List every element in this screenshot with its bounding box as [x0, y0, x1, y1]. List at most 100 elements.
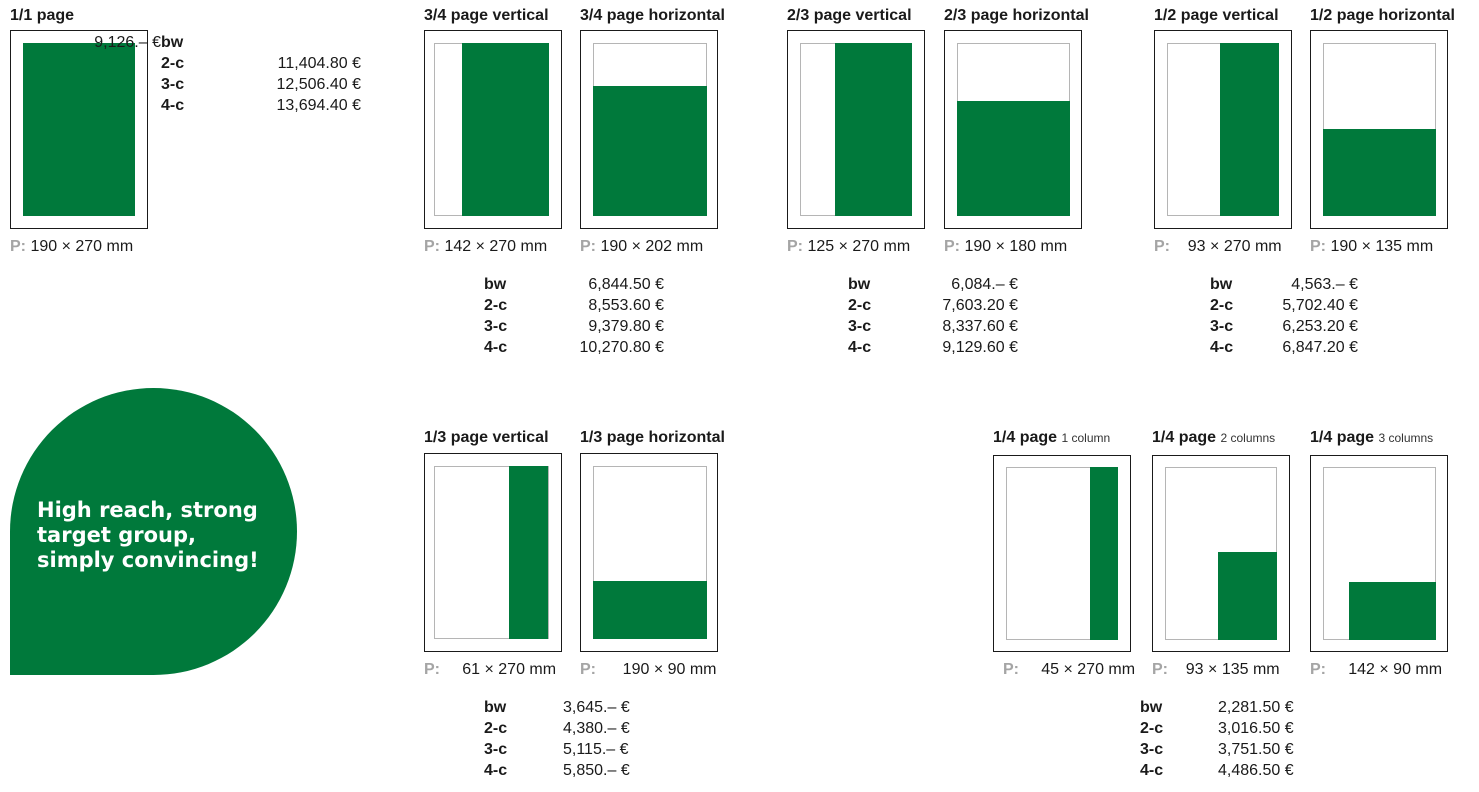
dim-value: 93 × 270 mm — [1187, 238, 1282, 255]
price-label: 4-c — [484, 339, 508, 356]
format-dimensions-half-vertical: P: 93 × 270 mm — [1154, 237, 1282, 257]
price-value: 11,404.80 € — [277, 55, 361, 72]
dim-prefix: P: — [424, 661, 440, 678]
format-title-three-quarter-horizontal: 3/4 page horizontal — [580, 7, 725, 24]
format-thumbnail-third-vertical — [424, 453, 562, 652]
page-trim-outline — [434, 466, 549, 639]
ad-area-fill — [1349, 582, 1436, 640]
format-thumbnail-quarter-3col — [1310, 455, 1448, 652]
ad-area-fill — [957, 101, 1070, 216]
ad-area-fill — [593, 581, 707, 639]
price-label: 2-c — [484, 720, 508, 737]
format-thumbnail-quarter-1col — [993, 455, 1131, 652]
price-value: 8,553.60 € — [588, 297, 664, 314]
price-label: 2-c — [848, 297, 872, 314]
dim-prefix: P: — [580, 238, 596, 255]
dim-value: 190 × 202 mm — [600, 238, 704, 255]
format-dimensions-three-quarter-horizontal: P: 190 × 202 mm — [580, 237, 703, 257]
format-thumbnail-three-quarter-horizontal — [580, 30, 718, 229]
price-value: 2,281.50 € — [1218, 699, 1294, 716]
price-label: 4-c — [1140, 762, 1164, 779]
ad-area-fill — [23, 43, 135, 216]
price-label: bw — [848, 276, 871, 293]
price-value: 12,506.40 € — [276, 76, 361, 93]
price-value: 3,751.50 € — [1218, 741, 1294, 758]
price-value: 13,694.40 € — [276, 97, 361, 114]
format-thumbnail-half-vertical — [1154, 30, 1292, 229]
dim-value: 125 × 270 mm — [807, 238, 911, 255]
price-value: 6,253.20 € — [1282, 318, 1358, 335]
dim-prefix: P: — [1154, 238, 1170, 255]
price-label: 2-c — [1210, 297, 1234, 314]
price-value: 9,126.– € — [94, 34, 161, 51]
dim-value: 45 × 270 mm — [1041, 661, 1136, 678]
format-title-full: 1/1 page — [10, 7, 75, 24]
format-thumbnail-full — [10, 30, 148, 229]
price-table-full: bw 9,126.– € 2-c 11,404.80 € 3-c 12,506.40 … — [94, 33, 361, 123]
price-value: 9,379.80 € — [588, 318, 664, 335]
format-thumbnail-half-horizontal — [1310, 30, 1448, 229]
format-title-half-horizontal: 1/2 page horizontal — [1310, 7, 1455, 24]
ad-area-fill — [1218, 552, 1277, 640]
dim-prefix: P: — [1003, 661, 1019, 678]
ad-area-fill — [835, 43, 912, 216]
price-label: bw — [484, 699, 507, 716]
promo-badge-text: High reach, strong target group, simply … — [37, 498, 259, 573]
format-title-sub: 1 column — [1061, 431, 1111, 445]
price-value: 4,380.– € — [563, 720, 630, 737]
price-table-three-quarter: bw 6,844.50 € 2-c 8,553.60 € 3-c 9,379.80 €… — [484, 275, 664, 365]
format-dimensions-quarter-1col: P: 45 × 270 mm — [1003, 660, 1135, 680]
price-label: 4-c — [1210, 339, 1234, 356]
dim-prefix: P: — [1152, 661, 1168, 678]
dim-prefix: P: — [424, 238, 440, 255]
price-label: 2-c — [1140, 720, 1164, 737]
format-title-half-vertical: 1/2 page vertical — [1154, 7, 1279, 24]
price-label: 2-c — [161, 55, 185, 72]
format-title-text: 1/4 page — [1152, 429, 1217, 446]
price-value: 8,337.60 € — [942, 318, 1018, 335]
dim-value: 190 × 270 mm — [30, 238, 134, 255]
price-value: 5,115.– € — [563, 741, 629, 758]
price-label: 3-c — [1140, 741, 1164, 758]
format-title-sub: 3 columns — [1378, 431, 1434, 445]
format-thumbnail-quarter-2col — [1152, 455, 1290, 652]
format-dimensions-half-horizontal: P: 190 × 135 mm — [1310, 237, 1433, 257]
price-value: 4,563.– € — [1291, 276, 1358, 293]
price-table-third: bw 3,645.– € 2-c 4,380.– € 3-c 5,115.– € 4-… — [484, 698, 630, 788]
format-dimensions-third-vertical: P: 61 × 270 mm — [424, 660, 556, 680]
ad-area-fill — [593, 86, 707, 216]
dim-prefix: P: — [787, 238, 803, 255]
format-title-two-third-vertical: 2/3 page vertical — [787, 7, 912, 24]
price-table-half: bw 4,563.– € 2-c 5,702.40 € 3-c 6,253.20 € … — [1210, 275, 1358, 365]
format-dimensions-three-quarter-vertical: P: 142 × 270 mm — [424, 237, 547, 257]
format-thumbnail-three-quarter-vertical — [424, 30, 562, 229]
price-value: 10,270.80 € — [579, 339, 664, 356]
price-value: 4,486.50 € — [1218, 762, 1294, 779]
format-dimensions-full: P: 190 × 270 mm — [10, 237, 133, 257]
price-value: 6,847.20 € — [1282, 339, 1358, 356]
price-label: 4-c — [848, 339, 872, 356]
price-label: 3-c — [848, 318, 872, 335]
price-label: 4-c — [161, 97, 185, 114]
dim-prefix: P: — [580, 661, 596, 678]
ad-area-fill — [1323, 129, 1436, 216]
price-label: 3-c — [484, 318, 508, 335]
price-table-quarter: bw 2,281.50 € 2-c 3,016.50 € 3-c 3,751.50 €… — [1140, 698, 1294, 788]
format-dimensions-two-third-horizontal: P: 190 × 180 mm — [944, 237, 1067, 257]
dim-prefix: P: — [944, 238, 960, 255]
price-label: 4-c — [484, 762, 508, 779]
price-label: bw — [484, 276, 507, 293]
price-label: bw — [1210, 276, 1233, 293]
price-value: 3,645.– € — [563, 699, 630, 716]
price-value: 3,016.50 € — [1218, 720, 1294, 737]
price-label: bw — [1140, 699, 1163, 716]
promo-line: High reach, strong — [37, 498, 258, 522]
price-value: 9,129.60 € — [942, 339, 1018, 356]
dim-value: 190 × 90 mm — [622, 661, 717, 678]
price-value: 7,603.20 € — [942, 297, 1018, 314]
price-table-two-third: bw 6,084.– € 2-c 7,603.20 € 3-c 8,337.60 € … — [848, 275, 1018, 365]
format-dimensions-quarter-3col: P: 142 × 90 mm — [1310, 660, 1442, 680]
ad-area-fill — [509, 466, 548, 639]
promo-line: target group, — [37, 523, 196, 547]
format-title-third-horizontal: 1/3 page horizontal — [580, 429, 725, 446]
